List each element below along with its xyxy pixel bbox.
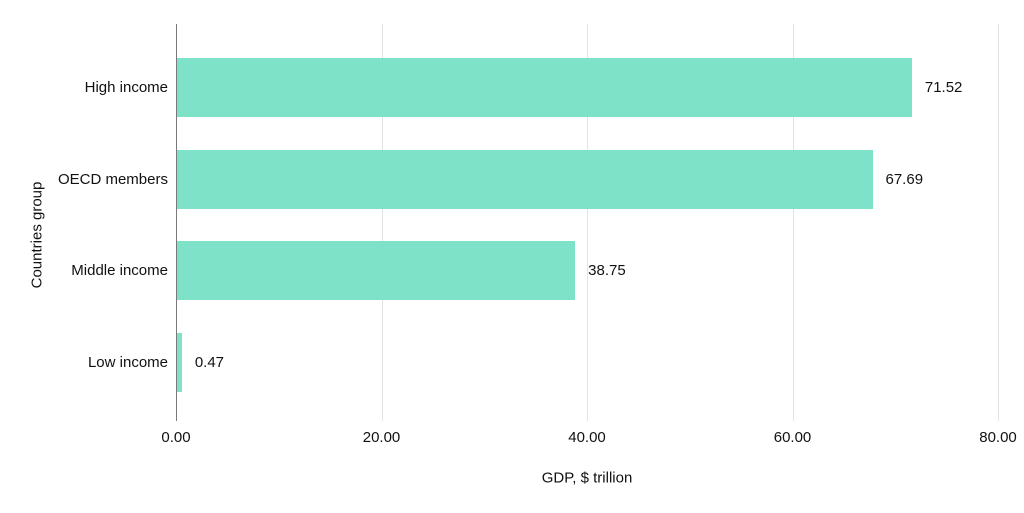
x-tick-label: 60.00 (773, 429, 812, 446)
bar-high-income (177, 58, 912, 117)
plot-area: 71.52 67.69 38.75 0.47 (176, 24, 999, 421)
x-axis-title: GDP, $ trillion (541, 469, 633, 487)
gridline (792, 24, 794, 421)
value-label-low-income: 0.47 (194, 354, 225, 372)
x-tick-label: 40.00 (568, 429, 606, 446)
gridline (998, 24, 999, 421)
value-label-high-income: 71.52 (924, 79, 963, 96)
category-label-low-income: Low income (87, 354, 168, 372)
bar-middle-income (177, 241, 576, 301)
category-label-middle-income: Middle income (71, 262, 168, 280)
gridline (381, 24, 383, 421)
category-label-oecd-members: OECD members (57, 170, 168, 188)
value-label-oecd-members: 67.69 (885, 170, 924, 188)
x-tick-label: 80.00 (979, 429, 1017, 446)
x-tick-label: 20.00 (362, 429, 401, 446)
value-label-middle-income: 38.75 (588, 262, 626, 280)
bar-low-income (177, 333, 182, 393)
gridline (587, 24, 588, 421)
bar-oecd-members (177, 149, 873, 209)
category-label-high-income: High income (84, 79, 168, 96)
y-axis-baseline (176, 24, 177, 421)
x-tick-label: 0.00 (161, 429, 191, 446)
